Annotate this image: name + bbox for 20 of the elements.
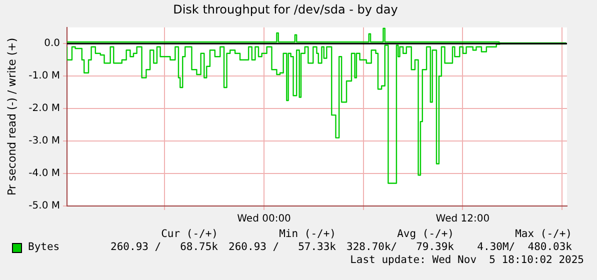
y-tick-label: -4.0 M: [28, 168, 60, 180]
y-tick-label: -3.0 M: [28, 136, 60, 147]
text: Cur (-/+): [160, 228, 218, 241]
x-tick-label: Wed 00:00: [237, 214, 291, 225]
y-tick-label: -2.0 M: [28, 103, 60, 114]
chart-title: Disk throughput for /dev/sda - by day: [173, 2, 398, 16]
text: Last update: Wed Nov 5 18:10:02 2025: [350, 254, 584, 267]
legend-label: Bytes: [27, 241, 61, 254]
text: Max (-/+): [514, 228, 572, 241]
text: 260.93 / 68.75k: [110, 241, 218, 254]
text: Avg (-/+): [396, 228, 454, 241]
y-tick-label: -1.0 M: [28, 70, 60, 82]
y-tick-label: 0.0: [44, 38, 60, 50]
y-tick-label: -5.0 M: [28, 200, 60, 212]
y-axis-title: Pr second read (-) / write (+): [5, 38, 18, 196]
text: 328.70k/ 79.39k: [346, 241, 454, 254]
text: 4.30M/ 480.03k: [476, 241, 572, 254]
text: Min (-/+): [278, 228, 336, 241]
x-tick-label: Wed 12:00: [436, 214, 490, 225]
text: 260.93 / 57.33k: [228, 241, 336, 254]
